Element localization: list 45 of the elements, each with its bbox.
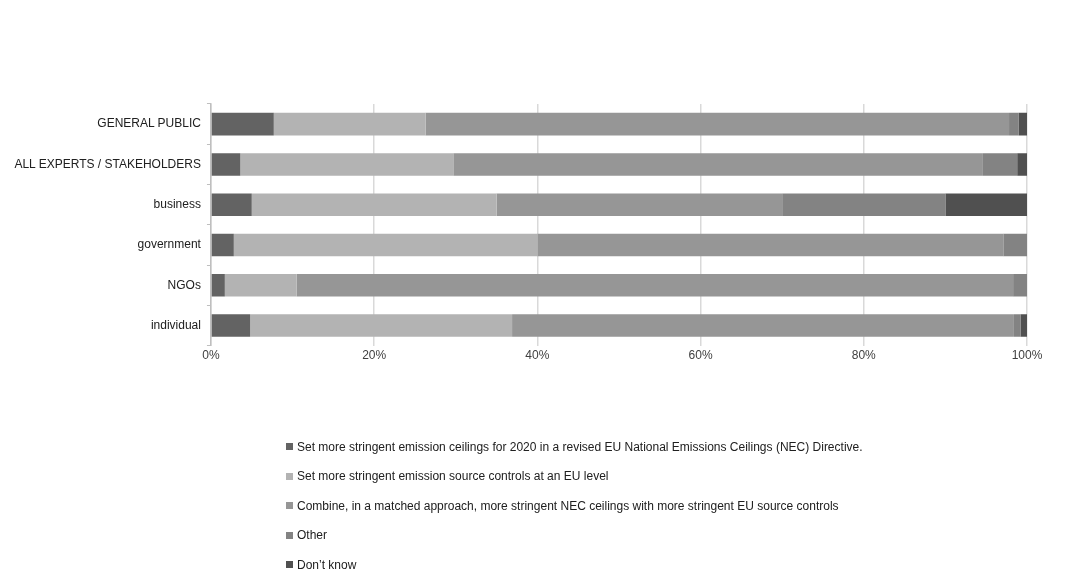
bar <box>273 112 426 136</box>
bar <box>1013 273 1027 297</box>
bar <box>982 153 1018 176</box>
bar <box>1020 314 1027 337</box>
bar <box>211 273 225 297</box>
bar <box>537 233 1004 257</box>
x-tick-label: 100% <box>1011 348 1043 363</box>
bar <box>1017 153 1027 176</box>
bar <box>512 314 1014 337</box>
bar <box>296 273 1014 297</box>
x-tick-label: 40% <box>525 348 550 363</box>
bar <box>250 314 513 337</box>
bar <box>211 193 252 216</box>
bar <box>211 233 234 257</box>
y-tick-label: individual <box>150 317 201 332</box>
bar <box>240 153 454 176</box>
bar <box>224 273 297 297</box>
y-tick-label: NGOs <box>167 277 201 292</box>
y-tick-label: government <box>137 237 202 252</box>
legend-label: Set more stringent emission ceilings for 2020 in a revised EU National Emissions Ceilings (NEC) Directive. <box>297 439 863 454</box>
bar <box>945 193 1027 216</box>
bar <box>251 193 497 216</box>
bar <box>782 193 946 216</box>
legend-label: Other <box>297 528 328 543</box>
y-tick-label: business <box>153 196 201 211</box>
x-tick-label: 60% <box>688 348 713 363</box>
bar <box>1013 314 1021 337</box>
bar <box>211 112 274 136</box>
bar <box>1009 112 1019 136</box>
legend-label: Combine, in a matched approach, more stringent NEC ceilings with more stringent EU source controls <box>297 498 839 513</box>
bar <box>1018 112 1027 136</box>
bar <box>211 314 251 337</box>
x-tick-label: 0% <box>202 348 220 363</box>
bar <box>496 193 783 216</box>
legend-label: Set more stringent emission source controls at an EU level <box>297 469 609 484</box>
bar <box>453 153 983 176</box>
legend-label: Don’t know <box>297 557 357 572</box>
bar <box>233 233 538 257</box>
bar <box>1003 233 1027 257</box>
x-tick-label: 20% <box>362 348 387 363</box>
y-tick-label: GENERAL PUBLIC <box>97 116 202 131</box>
y-tick-label: ALL EXPERTS / STAKEHOLDERS <box>14 156 201 171</box>
bar <box>211 153 241 176</box>
x-tick-label: 80% <box>851 348 877 363</box>
bar <box>425 112 1010 136</box>
